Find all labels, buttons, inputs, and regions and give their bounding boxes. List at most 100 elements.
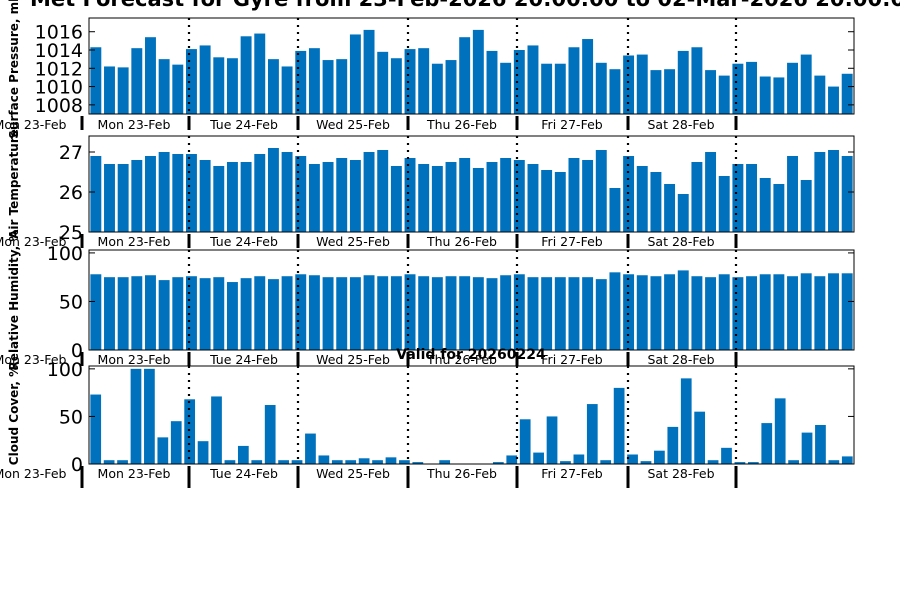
surface-pressure-bar <box>718 75 730 114</box>
x-start-label: Mon 23-Feb <box>0 117 66 132</box>
air-temperature-bar <box>677 194 689 232</box>
cloud-cover-bar <box>774 398 786 464</box>
surface-pressure-bar <box>636 54 648 114</box>
air-temperature-bar <box>336 158 348 232</box>
relative-humidity-bar <box>691 276 703 350</box>
cloud-cover-bar <box>600 460 612 464</box>
y-tick-label: 1016 <box>35 22 83 44</box>
day-label: Mon 23-Feb <box>98 352 171 367</box>
relative-humidity-bar <box>623 274 635 350</box>
cloud-cover-bar <box>680 378 692 464</box>
surface-pressure-bar <box>814 75 826 114</box>
relative-humidity-bar <box>841 273 853 350</box>
air-temperature-bar <box>158 152 170 232</box>
day-label: Thu 26-Feb <box>426 234 497 249</box>
cloud-cover-bar <box>533 452 544 464</box>
air-temperature-bar <box>459 158 471 232</box>
cloud-cover-bar <box>841 456 853 464</box>
air-temperature-bar <box>841 156 853 232</box>
air-temperature-bar <box>486 162 498 232</box>
relative-humidity-bar <box>582 277 594 350</box>
surface-pressure-bar <box>828 86 839 114</box>
air-temperature-bar <box>705 152 717 232</box>
surface-pressure-bar <box>664 69 676 114</box>
cloud-cover-bar <box>519 419 531 464</box>
air-temperature-bar <box>582 160 594 232</box>
relative-humidity-bar <box>172 277 184 350</box>
surface-pressure-bar <box>787 62 798 114</box>
surface-pressure-bar <box>595 62 607 114</box>
cloud-cover-bar <box>372 460 383 464</box>
surface-pressure-axes-frame <box>88 17 855 115</box>
cloud-cover-bar <box>90 394 102 464</box>
relative-humidity-bar <box>377 276 389 350</box>
air-temperature-bar <box>431 166 443 232</box>
surface-pressure-bar <box>199 45 211 114</box>
y-tick-label: 100 <box>47 359 83 381</box>
relative-humidity-bar <box>732 277 744 350</box>
surface-pressure-bar <box>459 37 471 115</box>
relative-humidity-bar <box>240 278 252 350</box>
surface-pressure-bar <box>800 54 812 114</box>
cloud-cover-bar <box>747 462 759 464</box>
surface-pressure-bar <box>377 51 389 114</box>
air-temperature-bar <box>527 164 539 232</box>
relative-humidity-bar <box>664 274 676 350</box>
air-temperature-bar <box>226 162 238 232</box>
day-label: Wed 25-Feb <box>316 466 390 481</box>
air-temperature-bar <box>308 164 320 232</box>
cloud-cover-bar <box>707 460 719 464</box>
cloud-cover-bar <box>613 387 625 464</box>
relative-humidity-bar <box>349 277 361 350</box>
day-label: Tue 24-Feb <box>209 352 278 367</box>
air-temperature-bar <box>418 164 430 232</box>
surface-pressure-bar <box>322 60 334 114</box>
air-temperature-bar <box>718 176 730 232</box>
y-tick-label: 50 <box>59 406 83 428</box>
relative-humidity-bar <box>677 270 689 350</box>
air-temperature-axes-frame <box>88 135 855 233</box>
relative-humidity-bar <box>281 276 293 350</box>
relative-humidity-bar <box>609 272 621 350</box>
surface-pressure-bar <box>486 50 498 114</box>
surface-pressure-bar <box>185 49 197 115</box>
day-label: Sat 28-Feb <box>647 466 714 481</box>
relative-humidity-bar <box>431 277 443 350</box>
surface-pressure-bar <box>500 62 512 114</box>
air-temperature-bar <box>732 164 744 232</box>
relative-humidity-bar <box>636 275 648 350</box>
cloud-cover-bar <box>412 462 424 464</box>
cloud-cover-bar <box>170 421 182 464</box>
cloud-cover-bar <box>788 460 799 464</box>
relative-humidity-bar <box>363 275 375 350</box>
relative-humidity-bar <box>541 277 553 350</box>
cloud-cover-bar <box>385 457 397 464</box>
air-temperature-bar <box>746 164 758 232</box>
air-temperature-bar <box>650 172 662 232</box>
day-label: Wed 25-Feb <box>316 352 390 367</box>
cloud-cover-bar <box>828 460 840 464</box>
surface-pressure-bar <box>363 29 375 114</box>
relative-humidity-bar <box>104 277 115 350</box>
relative-humidity-bar <box>308 275 320 350</box>
day-label: Sat 28-Feb <box>647 352 714 367</box>
relative-humidity-bar <box>472 277 484 350</box>
cloud-cover-bar <box>197 441 209 464</box>
surface-pressure-bar <box>295 50 307 114</box>
y-tick-label: 1012 <box>35 58 83 80</box>
cloud-cover-bar <box>305 433 316 464</box>
cloud-cover-bar <box>721 447 732 464</box>
cloud-cover-bar <box>318 455 330 464</box>
day-label: Mon 23-Feb <box>98 234 171 249</box>
cloud-cover-bar <box>694 411 706 464</box>
air-temperature-bar <box>800 180 812 232</box>
day-label: Tue 24-Feb <box>209 466 278 481</box>
surface-pressure-bar <box>404 49 416 115</box>
y-tick-label: 0 <box>71 454 83 476</box>
y-tick-label: 27 <box>59 142 83 164</box>
surface-pressure-bar <box>145 37 156 115</box>
relative-humidity-bar <box>131 276 143 350</box>
relative-humidity-bar <box>295 274 307 350</box>
